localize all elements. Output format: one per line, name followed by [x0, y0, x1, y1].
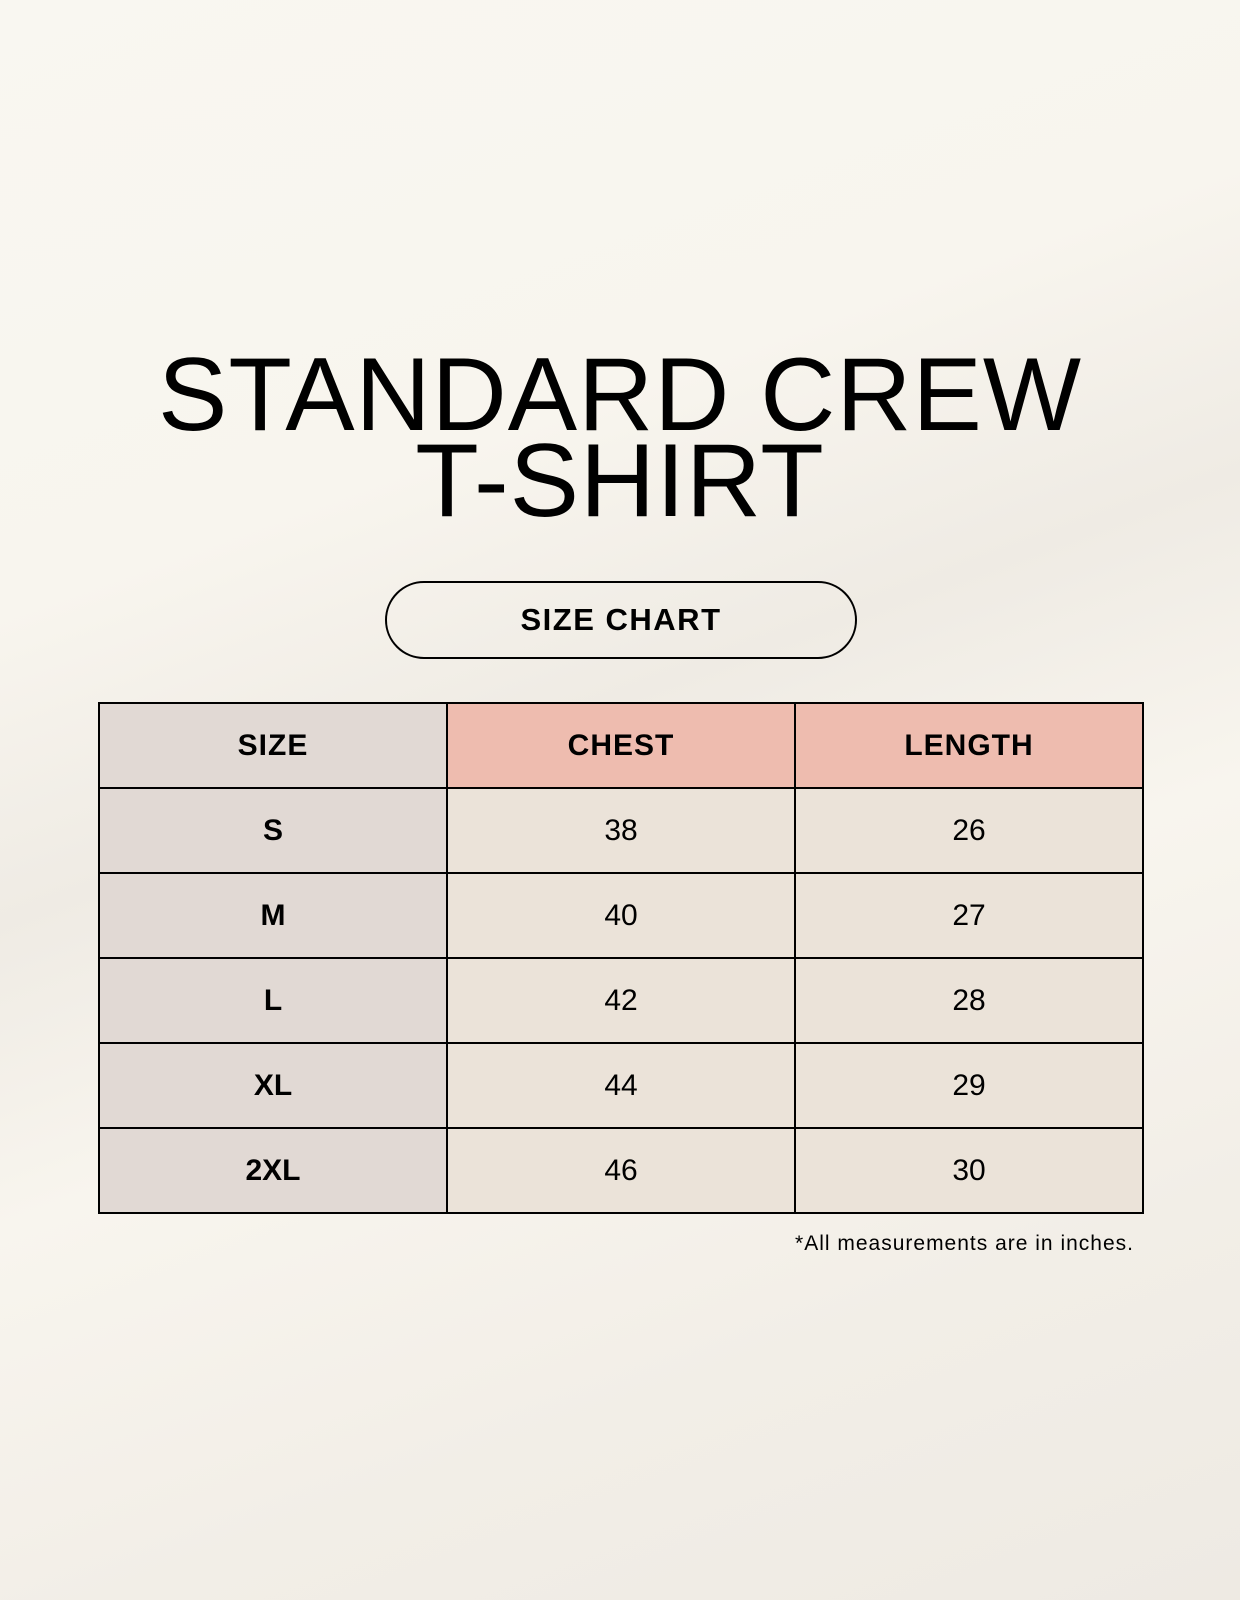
- cell-size: M: [98, 872, 448, 959]
- header-size: SIZE: [98, 702, 448, 789]
- cell-size: L: [98, 957, 448, 1044]
- title-line-2: T-SHIRT: [415, 423, 825, 539]
- footnote: *All measurements are in inches.: [795, 1232, 1134, 1255]
- table-row: 2XL 46 30: [98, 1127, 1144, 1214]
- cell-chest: 46: [446, 1127, 796, 1214]
- cell-size: XL: [98, 1042, 448, 1129]
- cell-length: 30: [794, 1127, 1144, 1214]
- cell-size: S: [98, 787, 448, 874]
- cell-length: 28: [794, 957, 1144, 1044]
- title-line-1: STANDARD CREW: [158, 337, 1082, 453]
- cell-length: 29: [794, 1042, 1144, 1129]
- cell-chest: 38: [446, 787, 796, 874]
- table-row: M 40 27: [98, 872, 1144, 959]
- header-length: LENGTH: [794, 702, 1144, 789]
- size-table: SIZE CHEST LENGTH S 38 26 M 40 27 L 42 28 XL 44 29 2…: [98, 702, 1144, 1214]
- cell-length: 26: [794, 787, 1144, 874]
- table-row: L 42 28: [98, 957, 1144, 1044]
- table-row: XL 44 29: [98, 1042, 1144, 1129]
- cell-chest: 42: [446, 957, 796, 1044]
- page-title: STANDARD CREW T-SHIRT: [0, 337, 1240, 539]
- table-row: S 38 26: [98, 787, 1144, 874]
- header-chest: CHEST: [446, 702, 796, 789]
- table-header-row: SIZE CHEST LENGTH: [98, 702, 1144, 789]
- cell-length: 27: [794, 872, 1144, 959]
- size-chart-label: SIZE CHART: [385, 581, 857, 659]
- cell-chest: 40: [446, 872, 796, 959]
- cell-size: 2XL: [98, 1127, 448, 1214]
- cell-chest: 44: [446, 1042, 796, 1129]
